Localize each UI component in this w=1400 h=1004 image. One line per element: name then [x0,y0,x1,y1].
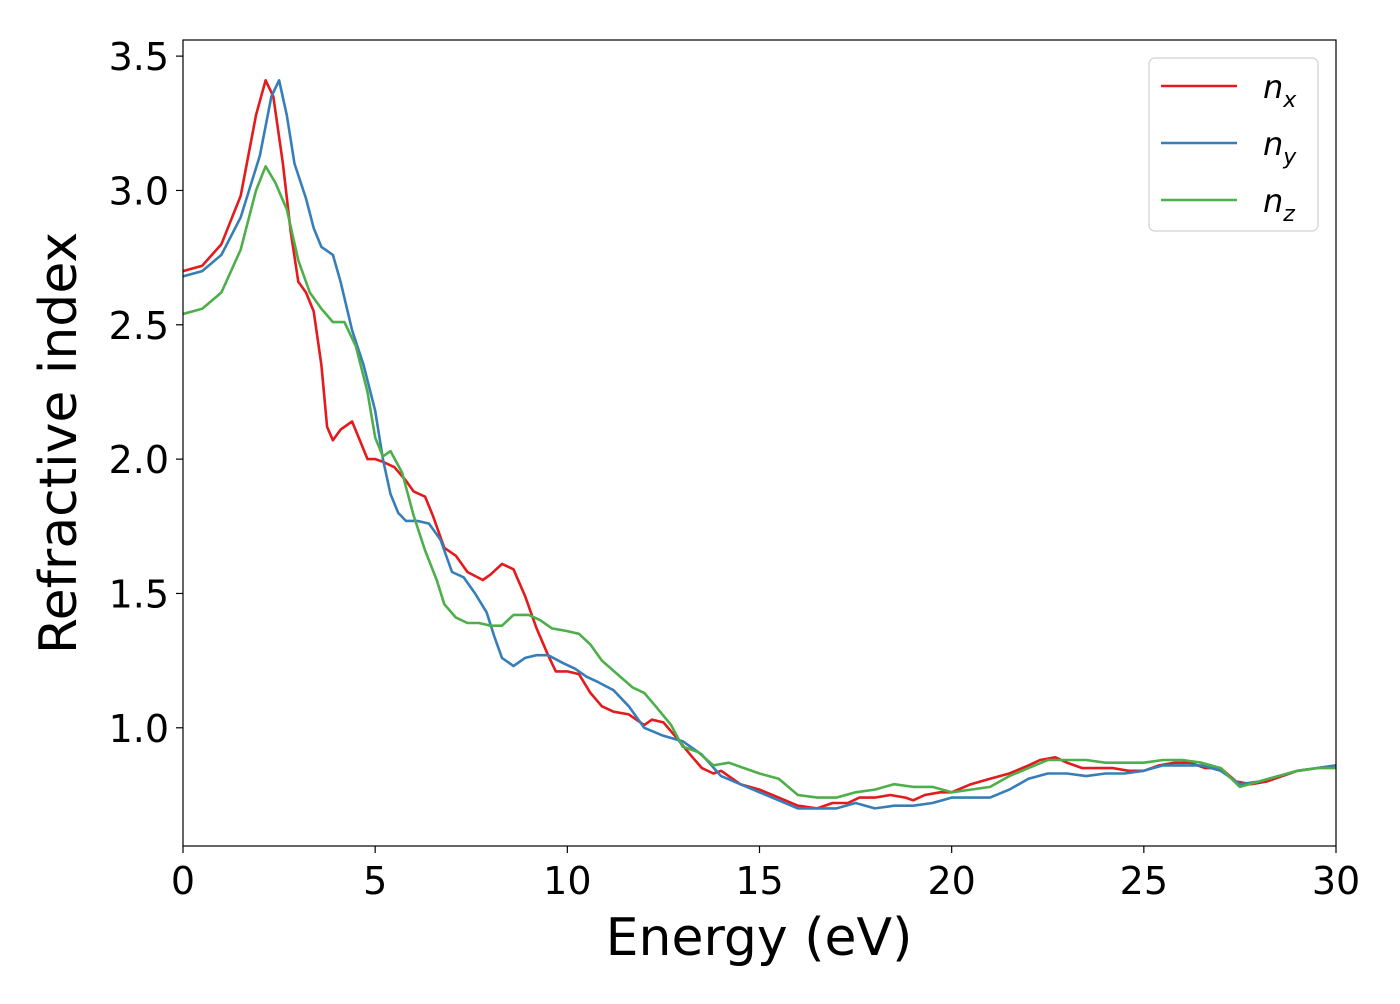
x-tick-label: 0 [171,859,195,903]
series-line-n-z [183,165,1336,799]
legend: nx ny nz [1148,57,1319,232]
x-tick-label: 15 [735,859,783,903]
x-tick-label: 5 [363,859,387,903]
x-tick-label: 20 [927,859,975,903]
legend-label-n-z: nz [1263,182,1295,227]
series-line-n-y [183,79,1336,810]
series-line-n-x [183,79,1336,810]
series-lines [183,79,1336,810]
legend-box [1148,57,1319,232]
y-tick-label: 1.0 [109,707,169,751]
x-tick-label: 25 [1120,859,1168,903]
x-axis-title: Energy (eV) [606,908,913,968]
legend-label-n-y: ny [1263,125,1297,170]
y-axis-title: Refractive index [29,232,89,654]
x-tick-label: 10 [543,859,591,903]
x-tick-label: 30 [1312,859,1360,903]
plot-area [183,79,1336,810]
y-tick-label: 3.5 [109,35,169,79]
y-tick-label: 2.0 [109,438,169,482]
y-tick-label: 3.0 [109,169,169,213]
y-tick-label: 2.5 [109,304,169,348]
legend-label-n-x: nx [1263,68,1297,113]
axes: 0 5 10 15 20 25 30 1.0 1.5 2.0 2.5 3.0 3.5 [109,35,1361,903]
y-tick-label: 1.5 [109,572,169,616]
